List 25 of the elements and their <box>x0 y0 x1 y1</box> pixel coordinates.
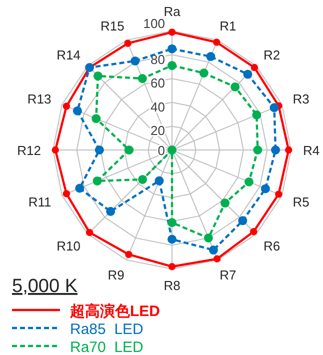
y-tick-label: 100 <box>143 16 165 31</box>
legend-label: 超高演色LED <box>69 302 160 320</box>
spoke-label: R14 <box>56 48 81 63</box>
spoke-label: R9 <box>108 268 124 283</box>
spoke-label: R3 <box>292 91 310 106</box>
spoke-label: R6 <box>263 238 280 254</box>
spoke-label: R5 <box>292 194 310 210</box>
spoke-label: R8 <box>164 278 180 293</box>
legend-label: Ra85 LED <box>70 321 144 338</box>
spoke-label: R11 <box>28 194 52 210</box>
spoke-label: Ra <box>164 4 182 19</box>
y-tick-label: 20 <box>150 123 165 138</box>
spoke-label: R4 <box>303 143 320 158</box>
spoke-label: R10 <box>56 238 81 254</box>
spoke-label: R13 <box>27 91 52 106</box>
y-tick-label: 40 <box>150 99 165 114</box>
spoke-label: R7 <box>220 268 236 283</box>
spoke-label: R1 <box>220 18 236 34</box>
y-tick-label: 60 <box>150 76 165 91</box>
legend-label: Ra70 LED <box>70 339 144 355</box>
spoke-label: R2 <box>263 48 280 63</box>
text: 5,000 K <box>12 276 78 297</box>
spoke-label: R15 <box>100 18 124 34</box>
spoke-label: R12 <box>17 143 41 158</box>
y-tick-label: 0 <box>158 143 165 158</box>
